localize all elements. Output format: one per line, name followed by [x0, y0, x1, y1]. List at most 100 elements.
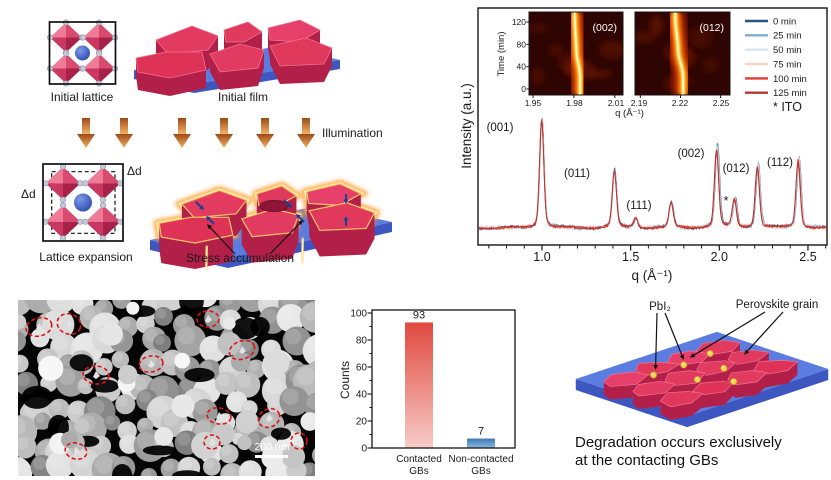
bar-axes [367, 312, 372, 449]
initial-lattice-cell [46, 19, 119, 87]
inset-p1-xtick-3: 2.01 [608, 98, 625, 108]
xrd-legend: 0 min 25 min 50 min 75 min 100 min 125 m… [745, 16, 807, 114]
inset-heatmap-(002) [529, 12, 623, 95]
delta-d-right-label: Δd [127, 164, 142, 178]
pinhole [259, 200, 289, 212]
initial-film-label: Initial film [217, 90, 268, 104]
pbi2-label: PbI₂ [649, 301, 671, 313]
bar-value-contacted: 93 [413, 310, 425, 322]
conclusion-caption-line1: Degradation occurs exclusively [575, 434, 782, 451]
scale-bar-label: 200 nm [254, 441, 289, 453]
inset-p2-peak-label: (012) [699, 22, 724, 34]
xrd-xtick-1: 1.0 [533, 250, 550, 264]
stress-film-illustration [150, 179, 392, 270]
initial-lattice-illustration [46, 19, 119, 87]
pbi2-particle [730, 378, 738, 386]
conclusion-caption: Degradation occurs exclusively at the co… [575, 434, 782, 470]
xrd-ylabel: Intensity (a.u.) [460, 83, 474, 169]
bar-ytick-100: 100 [350, 309, 367, 320]
bar-cat1-line2: GBs [409, 466, 428, 477]
xrd-xtick-2: 1.5 [622, 250, 639, 264]
xrd-inset-heatmaps [526, 11, 731, 98]
inset-p2-xtick-1: 2.19 [631, 98, 648, 108]
bar-plot-border [371, 309, 516, 449]
pbi2-particle [693, 376, 701, 384]
expanded-lattice-illustration: Δd Δd [21, 163, 142, 242]
xrd-xtick-3: 2.0 [711, 250, 728, 264]
defect-highlight-ellipse [64, 441, 88, 461]
inset-ytick-40: 40 [517, 62, 527, 72]
bars [405, 322, 495, 448]
illumination-arrow-icon [297, 118, 315, 148]
bar-value-noncontacted: 7 [478, 426, 484, 438]
pbi2-particle [706, 350, 714, 358]
defect-highlight-ellipse [82, 365, 110, 385]
illumination-arrow-icon [115, 118, 133, 148]
inset-heatmap-(012) [635, 12, 730, 95]
pbi2-particle [720, 364, 728, 372]
inset-p1-xtick-2: 1.98 [566, 98, 583, 108]
inset-p1-xtick-1: 1.95 [525, 98, 542, 108]
defect-highlight-ellipse [228, 339, 256, 361]
sem-defect-highlights [25, 310, 308, 461]
degraded-film-illustration: PbI₂ Perovskite grain [575, 299, 829, 428]
xrd-plot-border [477, 7, 828, 246]
sem-image: 200 nm [18, 300, 315, 476]
initial-lattice-label: Initial lattice [50, 90, 114, 104]
gb-counts-bar-chart: Counts 0 20 40 60 80 100 93 7 Contacted … [340, 309, 516, 477]
inset-p1-peak-label: (002) [592, 22, 617, 34]
inset-xlabel: q (Å⁻¹) [615, 108, 644, 119]
defect-highlight-ellipse [25, 316, 53, 338]
peak-label-002: (002) [678, 148, 705, 160]
defect-highlight-ellipse [257, 407, 281, 429]
defect-highlight-ellipse [203, 434, 221, 450]
defect-highlight-ellipse [206, 407, 232, 425]
conclusion-caption-line2: at the contacting GBs [575, 452, 719, 469]
bar-ytick-0: 0 [361, 444, 367, 455]
legend-label-75min: 75 min [773, 59, 802, 70]
xrd-plot: q (Å⁻¹) Intensity (a.u.) 1.0 1.5 2.0 2.5… [460, 7, 828, 283]
inset-p2-xtick-3: 2.25 [713, 98, 730, 108]
bar-ylabel: Counts [340, 361, 352, 399]
perovskite-grain-label: Perovskite grain [736, 299, 818, 311]
bar-ytick-40: 40 [356, 390, 368, 401]
bar-cat2-line1: Non-contacted [448, 454, 513, 465]
illumination-arrow-icon [215, 118, 233, 148]
inset-ylabel: Time (min) [496, 31, 507, 76]
pbi2-particle [650, 371, 658, 379]
degraded-film [575, 331, 829, 428]
peak-label-111: (111) [626, 200, 651, 212]
legend-label-125min: 125 min [773, 88, 807, 99]
stress-arrows [195, 194, 349, 255]
xrd-curves [479, 117, 826, 232]
xrd-xlabel: q (Å⁻¹) [632, 268, 673, 283]
peak-label-001: (001) [487, 122, 514, 134]
bar-ytick-20: 20 [356, 417, 368, 428]
inset-ytick-0: 0 [521, 84, 526, 94]
delta-d-left-label: Δd [21, 187, 36, 201]
lattice-expansion-label: Lattice expansion [39, 250, 133, 264]
bar-cat2-line2: GBs [471, 466, 490, 477]
initial-film-illustration [134, 19, 340, 96]
xrd-xtick-4: 2.5 [799, 250, 816, 264]
bar-ytick-60: 60 [356, 363, 368, 374]
bar-ytick-80: 80 [356, 336, 368, 347]
sem-scale-bar: 200 nm [254, 441, 290, 458]
illumination-label: Illumination [322, 126, 383, 140]
defect-highlight-ellipse [290, 432, 308, 450]
expanded-lattice-cell [42, 163, 124, 242]
degradation-annotations [653, 311, 784, 370]
illumination-arrows [77, 118, 315, 148]
inset-ytick-80: 80 [517, 39, 527, 49]
defect-highlight-ellipse [138, 355, 164, 373]
legend-note-ito: * ITO [773, 100, 802, 114]
illumination-arrow-icon [173, 118, 191, 148]
legend-label-50min: 50 min [773, 45, 802, 56]
defect-highlight-ellipse [56, 312, 82, 336]
pbi2-particle [680, 361, 688, 369]
peak-label-112: (112) [767, 157, 793, 169]
legend-label-0min: 0 min [773, 16, 796, 27]
illumination-arrow-icon [77, 118, 95, 148]
peak-label-ito-asterisk: * [723, 193, 728, 208]
